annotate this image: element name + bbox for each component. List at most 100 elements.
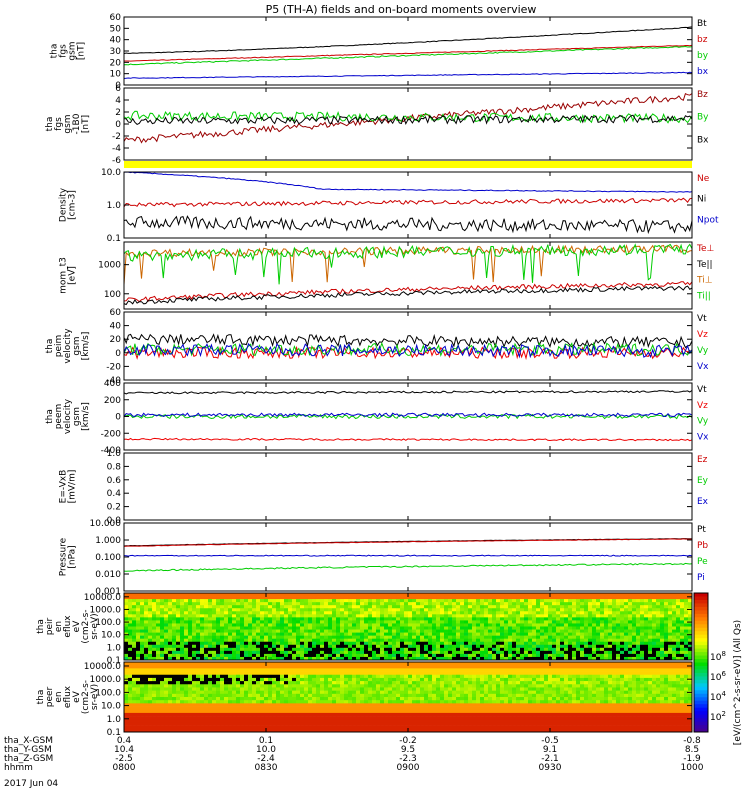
heatmap-cell	[300, 693, 305, 698]
heatmap-cell	[156, 687, 161, 691]
heatmap-cell	[316, 623, 321, 627]
heatmap-cell	[284, 602, 289, 606]
heatmap-cell	[360, 719, 365, 723]
heatmap-cell	[556, 605, 561, 609]
heatmap-cell	[464, 623, 469, 627]
heatmap-cell	[144, 687, 149, 691]
heatmap-cell	[292, 700, 297, 704]
heatmap-cell	[268, 599, 273, 603]
heatmap-cell	[660, 626, 665, 630]
heatmap-cell	[260, 725, 265, 730]
heatmap-cell	[688, 653, 693, 658]
y-tick-label: 200	[104, 396, 121, 406]
heatmap-cell	[608, 641, 613, 646]
heatmap-cell	[360, 647, 365, 652]
heatmap-cell	[588, 632, 593, 636]
heatmap-cell	[472, 608, 477, 612]
heatmap-cell	[208, 593, 213, 597]
heatmap-cell	[680, 623, 685, 627]
heatmap-cell	[172, 697, 177, 701]
heatmap-cell	[324, 638, 329, 643]
heatmap-cell	[296, 709, 301, 714]
heatmap-cell	[432, 656, 437, 661]
heatmap-cell	[648, 653, 653, 658]
y-axis-label: tha	[45, 409, 55, 424]
heatmap-cell	[244, 641, 249, 646]
heatmap-cell	[512, 656, 517, 661]
heatmap-cell	[608, 653, 613, 658]
heatmap-cell	[272, 716, 277, 720]
heatmap-cell	[272, 614, 277, 618]
heatmap-cell	[580, 650, 585, 655]
heatmap-cell	[332, 605, 337, 609]
y-tick-label: 0.1	[107, 656, 121, 666]
heatmap-cell	[188, 684, 193, 688]
heatmap-cell	[160, 674, 165, 679]
heatmap-cell	[356, 722, 361, 726]
heatmap-cell	[176, 722, 181, 726]
heatmap-cell	[504, 599, 509, 603]
heatmap-cell	[168, 668, 173, 672]
heatmap-cell	[560, 644, 565, 649]
heatmap-cell	[200, 693, 205, 698]
heatmap-cell	[296, 638, 301, 643]
heatmap-cell	[308, 674, 313, 679]
heatmap-cell	[220, 638, 225, 643]
heatmap-cell	[240, 614, 245, 618]
heatmap-cell	[432, 632, 437, 636]
heatmap-cell	[224, 602, 229, 606]
heatmap-cell	[340, 706, 345, 711]
heatmap-cell	[176, 620, 181, 624]
heatmap-cell	[412, 647, 417, 652]
heatmap-cell	[236, 650, 241, 655]
heatmap-cell	[540, 611, 545, 615]
heatmap-cell	[584, 653, 589, 658]
heatmap-cell	[208, 668, 213, 672]
heatmap-cell	[268, 677, 273, 682]
heatmap-cell	[416, 653, 421, 658]
heatmap-cell	[124, 650, 129, 655]
heatmap-cell	[460, 623, 465, 627]
heatmap-cell	[516, 593, 521, 597]
heatmap-cell	[356, 647, 361, 652]
heatmap-cell	[504, 644, 509, 649]
heatmap-cell	[184, 712, 189, 717]
heatmap-cell	[204, 728, 209, 733]
heatmap-cell	[208, 632, 213, 636]
heatmap-cell	[184, 674, 189, 679]
heatmap-cell	[300, 662, 305, 666]
heatmap-cell	[668, 602, 673, 606]
heatmap-cell	[148, 653, 153, 658]
heatmap-cell	[192, 608, 197, 612]
heatmap-cell	[200, 728, 205, 733]
heatmap-cell	[564, 608, 569, 612]
heatmap-cell	[260, 719, 265, 723]
heatmap-cell	[480, 605, 485, 609]
heatmap-cell	[516, 623, 521, 627]
heatmap-cell	[216, 665, 221, 669]
heatmap-cell	[392, 668, 397, 672]
heatmap-cell	[244, 632, 249, 636]
legend-entry: Bz	[697, 90, 708, 100]
heatmap-cell	[356, 605, 361, 609]
heatmap-cell	[188, 611, 193, 615]
heatmap-cell	[180, 653, 185, 658]
heatmap-cell	[360, 641, 365, 646]
heatmap-cell	[640, 617, 645, 621]
heatmap-cell	[296, 671, 301, 676]
heatmap-cell	[220, 620, 225, 624]
y-tick-label: 0.010	[95, 570, 121, 580]
heatmap-cell	[388, 706, 393, 711]
heatmap-cell	[240, 703, 245, 707]
heatmap-cell	[340, 650, 345, 655]
heatmap-cell	[608, 644, 613, 649]
heatmap-cell	[304, 677, 309, 682]
heatmap-cell	[472, 593, 477, 597]
heatmap-cell	[192, 668, 197, 672]
heatmap-cell	[300, 674, 305, 679]
heatmap-cell	[380, 687, 385, 691]
heatmap-cell	[144, 629, 149, 633]
heatmap-cell	[264, 719, 269, 723]
heatmap-cell	[152, 700, 157, 704]
heatmap-cell	[124, 653, 129, 658]
